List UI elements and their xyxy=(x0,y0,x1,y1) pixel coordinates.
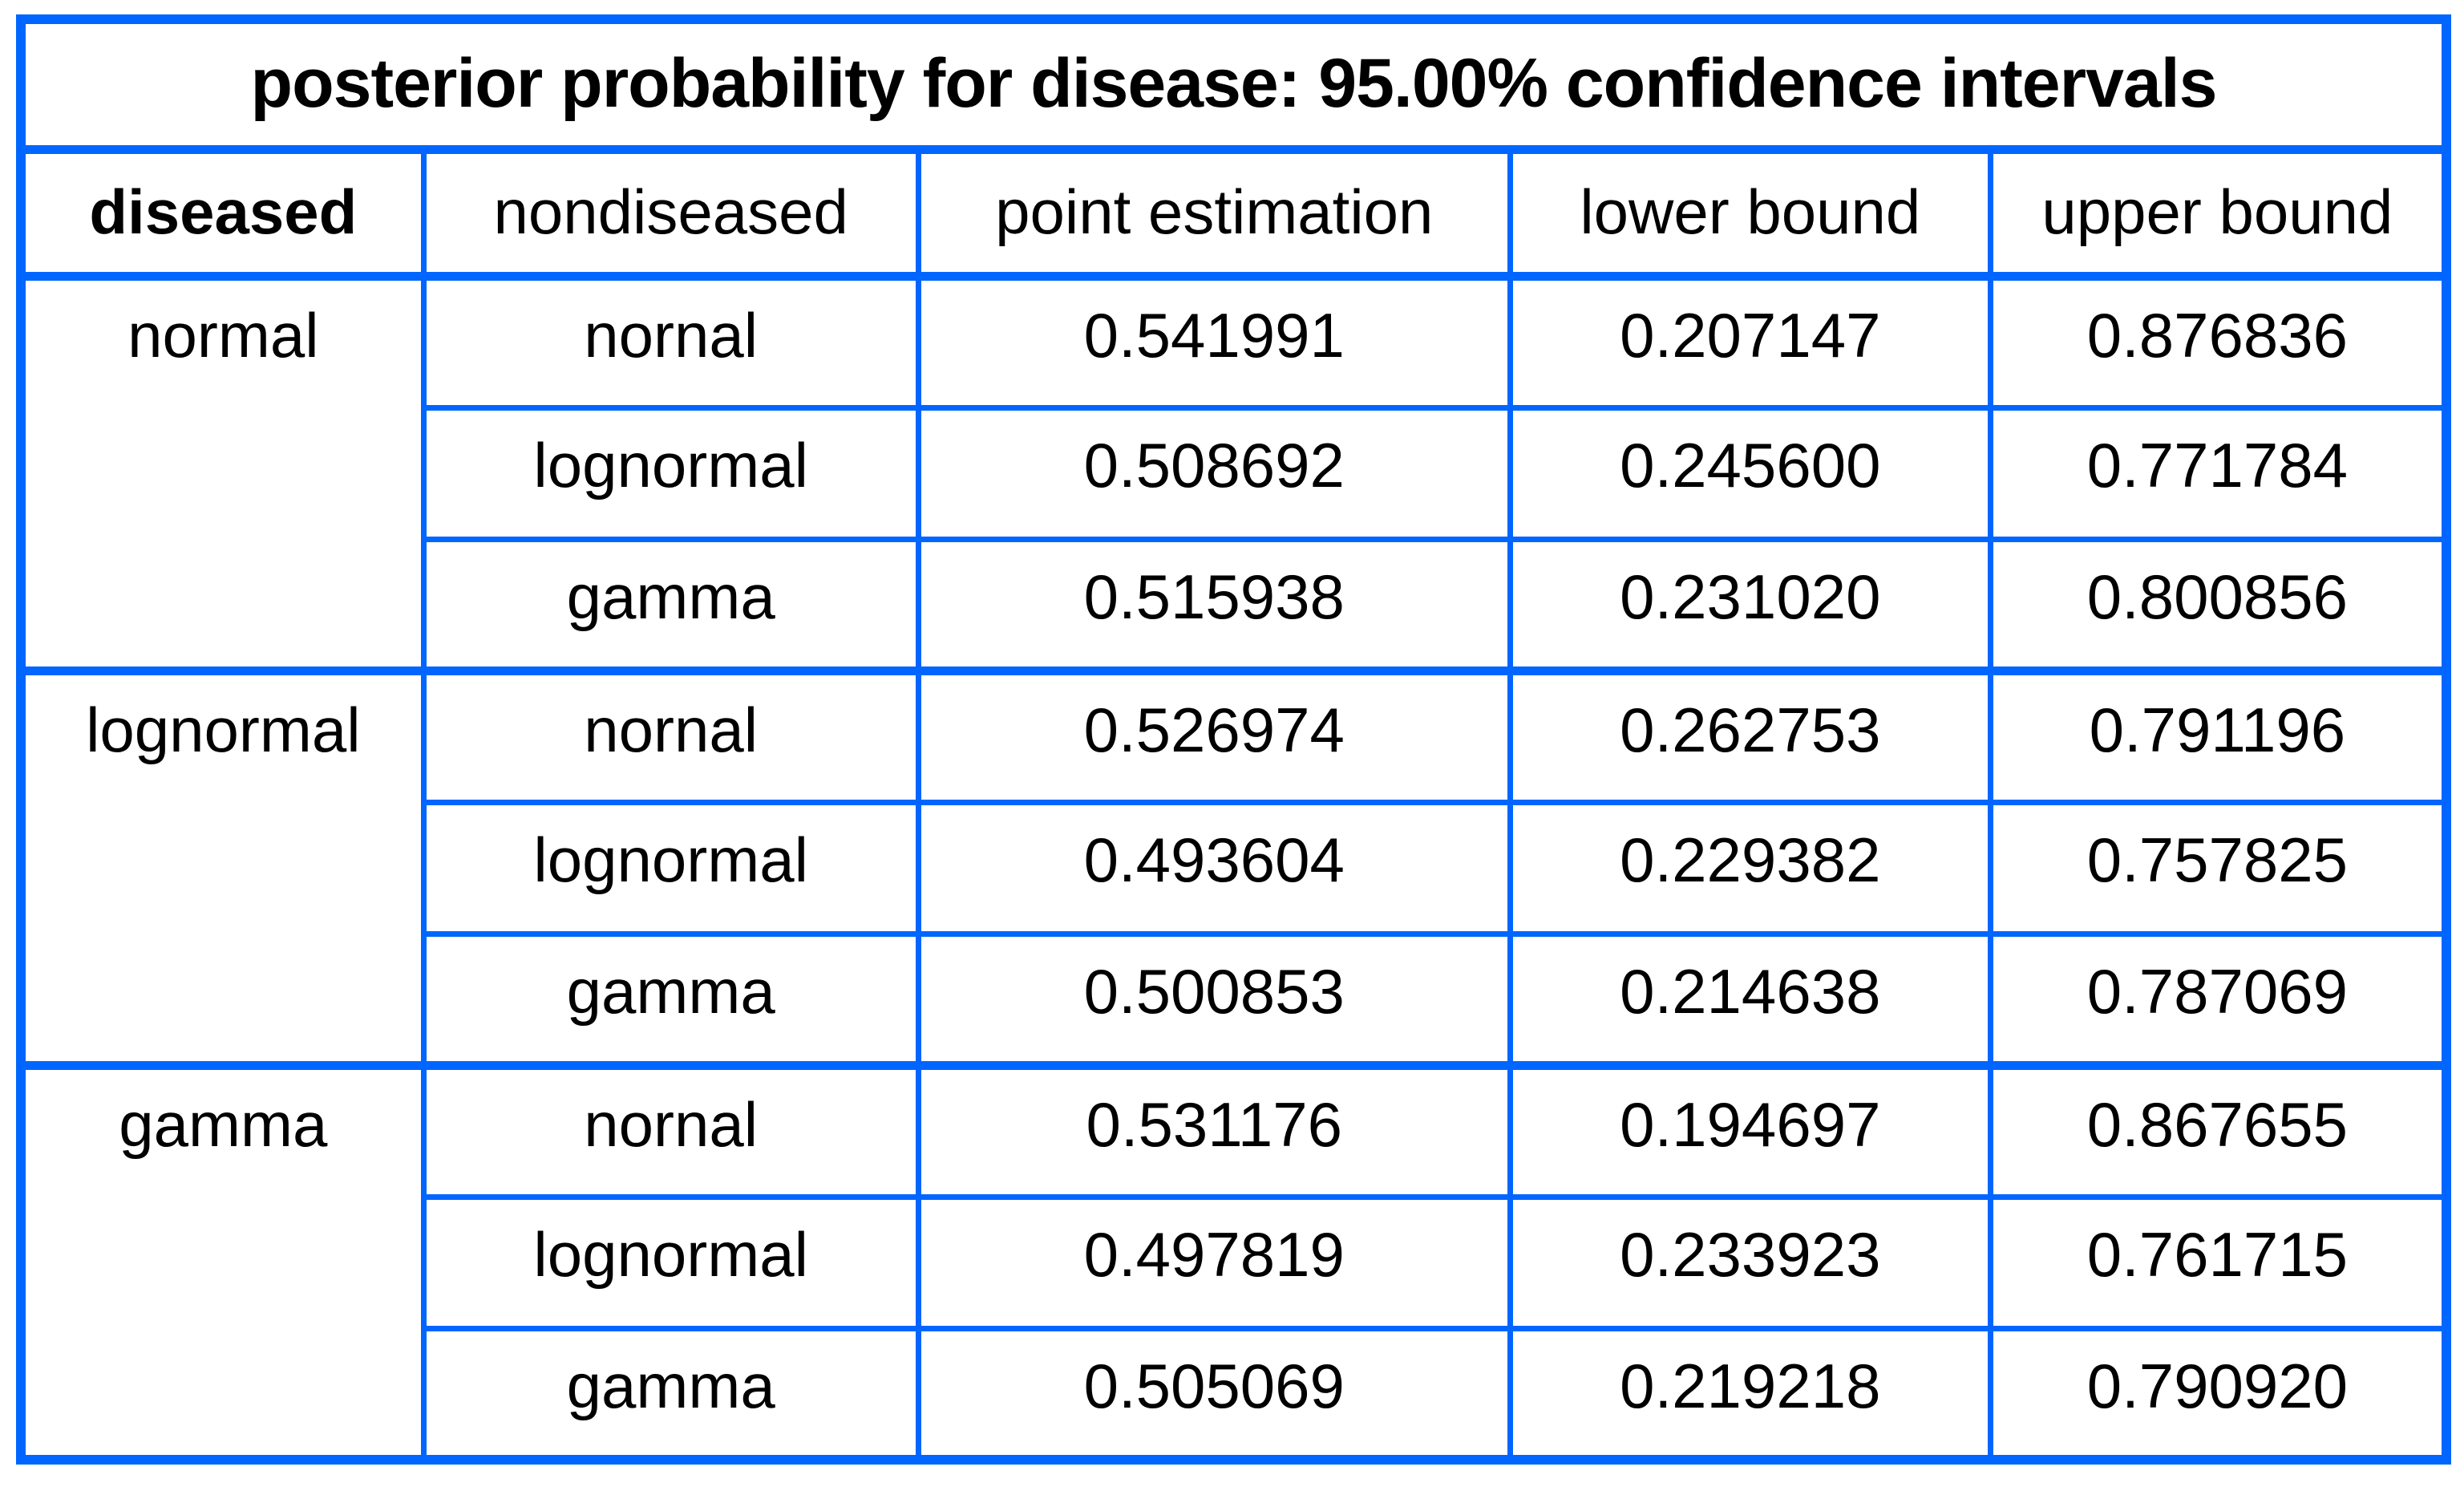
col-header-upper-bound: upper bound xyxy=(1987,146,2450,281)
point-estimation-cell: 0.541991 xyxy=(915,271,1513,411)
col-header-nondiseased: nondiseased xyxy=(420,146,921,281)
table-row: gamma 0.515938 0.231020 0.800856 xyxy=(21,536,2450,674)
header-row: diseased nondiseased point estimation lo… xyxy=(18,146,2450,281)
lower-bound-cell: 0.231020 xyxy=(1507,536,1993,674)
upper-bound-cell: 0.761715 xyxy=(1987,1193,2450,1331)
table-row: lognormal 0.493604 0.229382 0.757825 xyxy=(21,799,2450,937)
diseased-cell: gamma xyxy=(18,1060,427,1463)
upper-bound-cell: 0.876836 xyxy=(1987,271,2450,411)
lower-bound-cell: 0.245600 xyxy=(1507,404,1993,542)
nondiseased-cell: lognormal xyxy=(420,1193,921,1331)
upper-bound-cell: 0.791196 xyxy=(1987,666,2450,805)
nondiseased-cell: lognormal xyxy=(420,799,921,937)
nondiseased-cell: gamma xyxy=(420,1325,921,1463)
point-estimation-cell: 0.505069 xyxy=(915,1325,1513,1463)
diseased-cell: lognormal xyxy=(18,666,427,1068)
upper-bound-cell: 0.790920 xyxy=(1987,1325,2450,1463)
lower-bound-cell: 0.207147 xyxy=(1507,271,1993,411)
point-estimation-cell: 0.526974 xyxy=(915,666,1513,805)
table-row: gamma 0.505069 0.219218 0.790920 xyxy=(21,1325,2450,1463)
table-row: gamma nornal 0.531176 0.194697 0.867655 xyxy=(18,1060,2450,1463)
col-header-diseased: diseased xyxy=(18,146,427,281)
table-row: normal nornal 0.541991 0.207147 0.876836 xyxy=(18,271,2450,674)
lower-bound-cell: 0.219218 xyxy=(1507,1325,1993,1463)
title-row: posterior probability for disease: 95.00… xyxy=(18,16,2450,154)
col-header-point-estimation: point estimation xyxy=(915,146,1513,281)
point-estimation-cell: 0.508692 xyxy=(915,404,1513,542)
upper-bound-cell: 0.787069 xyxy=(1987,930,2450,1068)
nondiseased-cell: gamma xyxy=(420,930,921,1068)
lower-bound-cell: 0.214638 xyxy=(1507,930,1993,1068)
table-body: normal nornal 0.541991 0.207147 0.876836 logn… xyxy=(18,271,2450,1463)
point-estimation-cell: 0.497819 xyxy=(915,1193,1513,1331)
col-header-lower-bound: lower bound xyxy=(1507,146,1993,281)
confidence-interval-table: posterior probability for disease: 95.00… xyxy=(16,14,2451,1465)
table-title: posterior probability for disease: 95.00… xyxy=(18,16,2450,154)
point-estimation-cell: 0.531176 xyxy=(915,1060,1513,1200)
upper-bound-cell: 0.800856 xyxy=(1987,536,2450,674)
table-row: lognormal nornal 0.526974 0.262753 0.791196 xyxy=(18,666,2450,1068)
upper-bound-cell: 0.867655 xyxy=(1987,1060,2450,1200)
table-row: gamma 0.500853 0.214638 0.787069 xyxy=(21,930,2450,1068)
point-estimation-cell: 0.493604 xyxy=(915,799,1513,937)
lower-bound-cell: 0.262753 xyxy=(1507,666,1993,805)
nondiseased-cell: nornal xyxy=(420,271,921,411)
nondiseased-cell: nornal xyxy=(420,1060,921,1200)
nondiseased-cell: lognormal xyxy=(420,404,921,542)
table-row: lognormal 0.508692 0.245600 0.771784 xyxy=(21,404,2450,542)
point-estimation-cell: 0.515938 xyxy=(915,536,1513,674)
point-estimation-cell: 0.500853 xyxy=(915,930,1513,1068)
nondiseased-cell: gamma xyxy=(420,536,921,674)
table-row: lognormal 0.497819 0.233923 0.761715 xyxy=(21,1193,2450,1331)
diseased-cell: normal xyxy=(18,271,427,674)
nondiseased-cell: nornal xyxy=(420,666,921,805)
lower-bound-cell: 0.233923 xyxy=(1507,1193,1993,1331)
lower-bound-cell: 0.194697 xyxy=(1507,1060,1993,1200)
upper-bound-cell: 0.757825 xyxy=(1987,799,2450,937)
lower-bound-cell: 0.229382 xyxy=(1507,799,1993,937)
upper-bound-cell: 0.771784 xyxy=(1987,404,2450,542)
